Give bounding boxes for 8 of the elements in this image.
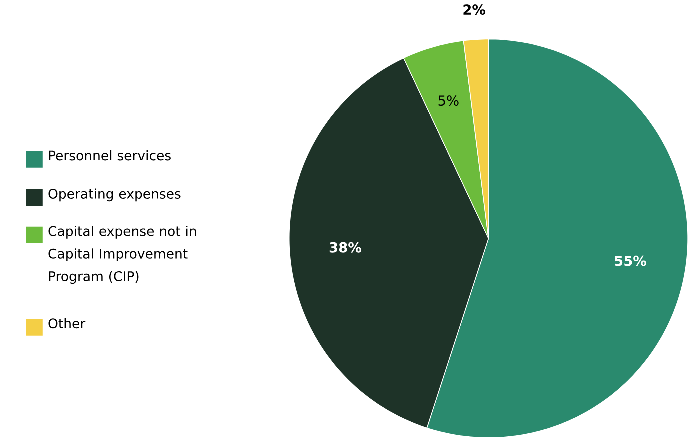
legend-label: Personnel services — [49, 150, 171, 161]
legend-label: Capital expense not in Capital Improvement Program (CIP) — [48, 226, 196, 284]
legend-label: Other — [48, 318, 86, 329]
data-label: 2% — [464, 4, 486, 16]
data-label: 55% — [615, 256, 646, 266]
data-label: 5% — [438, 96, 459, 106]
legend-label: Operating expenses — [48, 188, 181, 202]
data-label: 38% — [330, 242, 362, 253]
